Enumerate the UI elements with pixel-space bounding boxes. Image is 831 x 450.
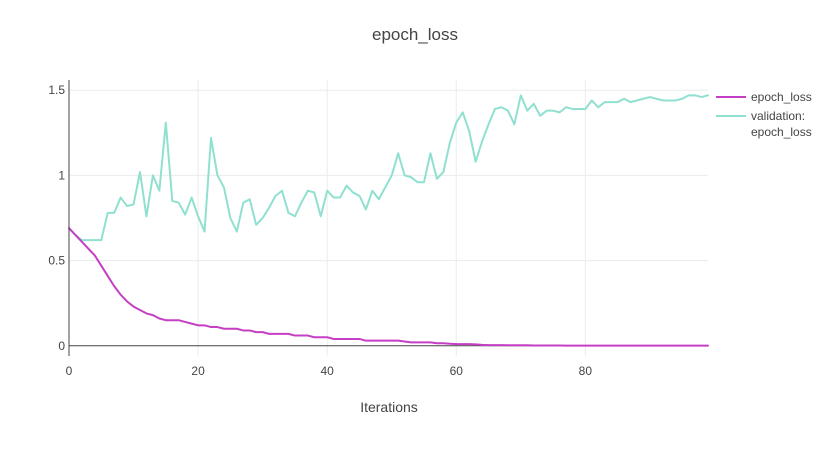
x-tick-label-3: 60 (450, 364, 464, 378)
series-line-0 (68, 227, 709, 347)
legend-item-0[interactable]: epoch_loss (716, 90, 812, 104)
x-axis-ticks: 0 20 40 60 80 (66, 364, 593, 378)
gridlines (69, 80, 708, 356)
x-tick-label-0: 0 (66, 364, 73, 378)
series-layer (68, 94, 709, 347)
legend-label-1-0: validation: (751, 109, 805, 123)
y-axis-ticks: 0 0.5 1 1.5 (48, 83, 65, 353)
series-line-1 (68, 94, 709, 242)
chart-title: epoch_loss (372, 25, 458, 44)
x-tick-label-4: 80 (579, 364, 593, 378)
x-tick-label-2: 40 (321, 364, 335, 378)
y-tick-label-0: 0 (58, 339, 65, 353)
legend-label-0-0: epoch_loss (751, 90, 812, 104)
y-tick-label-3: 1.5 (48, 83, 65, 97)
legend[interactable]: epoch_loss validation: epoch_loss (716, 90, 812, 139)
y-tick-label-1: 0.5 (48, 254, 65, 268)
y-tick-label-2: 1 (58, 168, 65, 182)
legend-label-1-1: epoch_loss (751, 125, 812, 139)
legend-item-1[interactable]: validation: epoch_loss (716, 109, 812, 139)
x-tick-label-1: 20 (191, 364, 205, 378)
x-axis-title: Iterations (360, 399, 418, 415)
